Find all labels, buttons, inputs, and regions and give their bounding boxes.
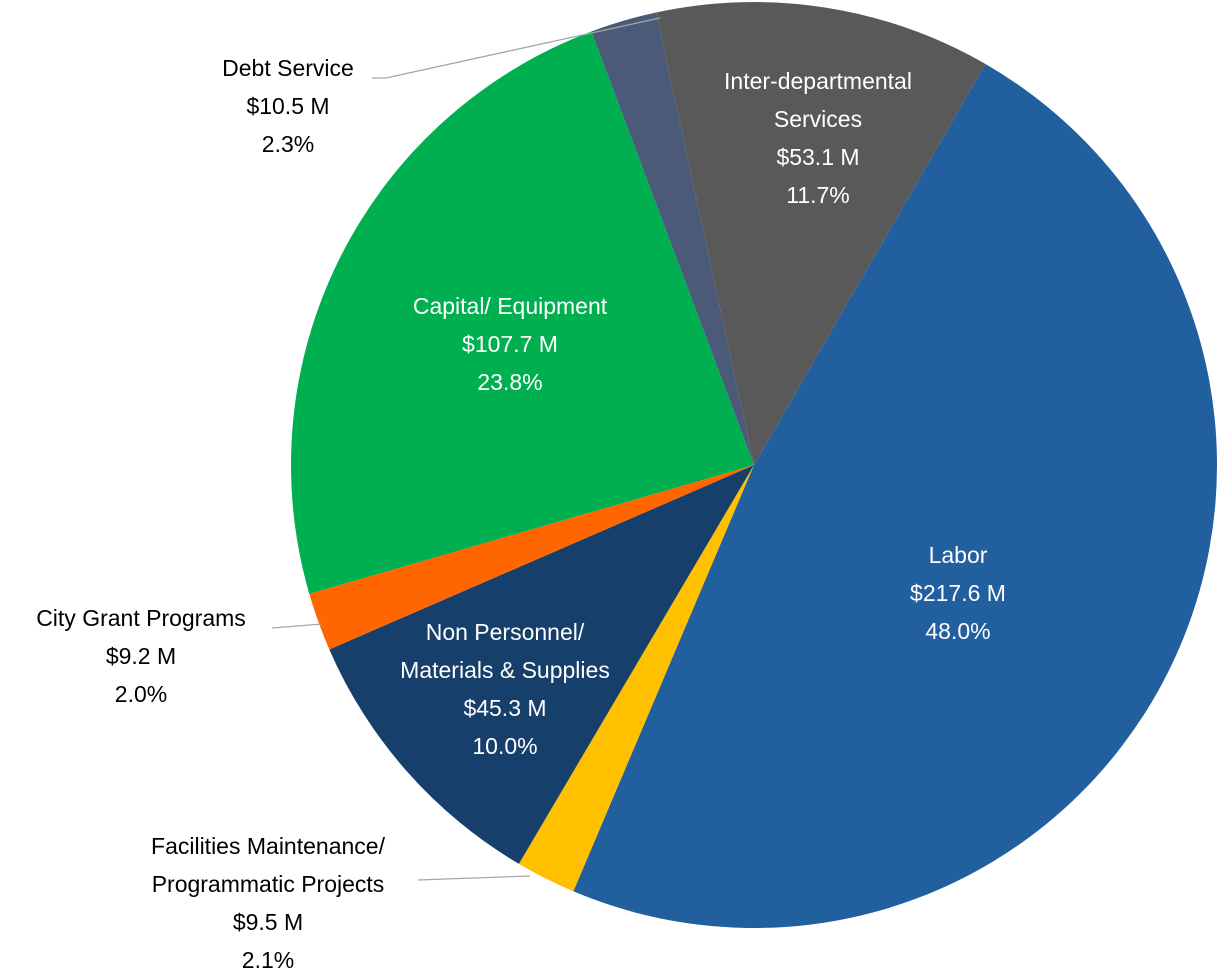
value-label: $45.3 M bbox=[463, 695, 546, 721]
slice-label: Labor bbox=[929, 542, 988, 568]
pie-slice bbox=[329, 465, 754, 864]
slice-label: Programmatic Projects bbox=[152, 871, 385, 897]
pie-slice bbox=[309, 465, 754, 650]
percent-label: 10.0% bbox=[472, 733, 537, 759]
percent-label: 11.7% bbox=[786, 182, 850, 208]
leader-line bbox=[417, 875, 531, 881]
slice-label: Non Personnel/ bbox=[426, 619, 585, 645]
slice-label: Services bbox=[774, 106, 862, 132]
value-label: $9.2 M bbox=[106, 643, 176, 669]
value-label: $9.5 M bbox=[233, 909, 303, 935]
percent-label: 2.3% bbox=[262, 131, 314, 157]
percent-label: 48.0% bbox=[925, 618, 990, 644]
percent-label: 23.8% bbox=[477, 369, 542, 395]
percent-label: 2.1% bbox=[242, 947, 294, 973]
slice-label: Debt Service bbox=[222, 55, 354, 81]
value-label: $10.5 M bbox=[246, 93, 329, 119]
pie-slice bbox=[656, 1, 986, 465]
value-label: $217.6 M bbox=[910, 580, 1006, 606]
slice-label: Inter-departmental bbox=[724, 68, 912, 94]
slice-label: City Grant Programs bbox=[36, 605, 246, 631]
value-label: $107.7 M bbox=[462, 331, 558, 357]
slice-label: Facilities Maintenance/ bbox=[151, 833, 386, 859]
percent-label: 2.0% bbox=[115, 681, 167, 707]
pie-slice bbox=[591, 12, 754, 466]
value-label: $53.1 M bbox=[776, 144, 859, 170]
slice-label: Materials & Supplies bbox=[400, 657, 610, 683]
leader-line bbox=[271, 623, 323, 629]
pie-slice bbox=[291, 31, 754, 594]
slice-label: Capital/ Equipment bbox=[413, 293, 608, 319]
pie-slice bbox=[573, 64, 1217, 929]
pie-slice bbox=[518, 465, 754, 892]
leader-line bbox=[372, 17, 661, 79]
